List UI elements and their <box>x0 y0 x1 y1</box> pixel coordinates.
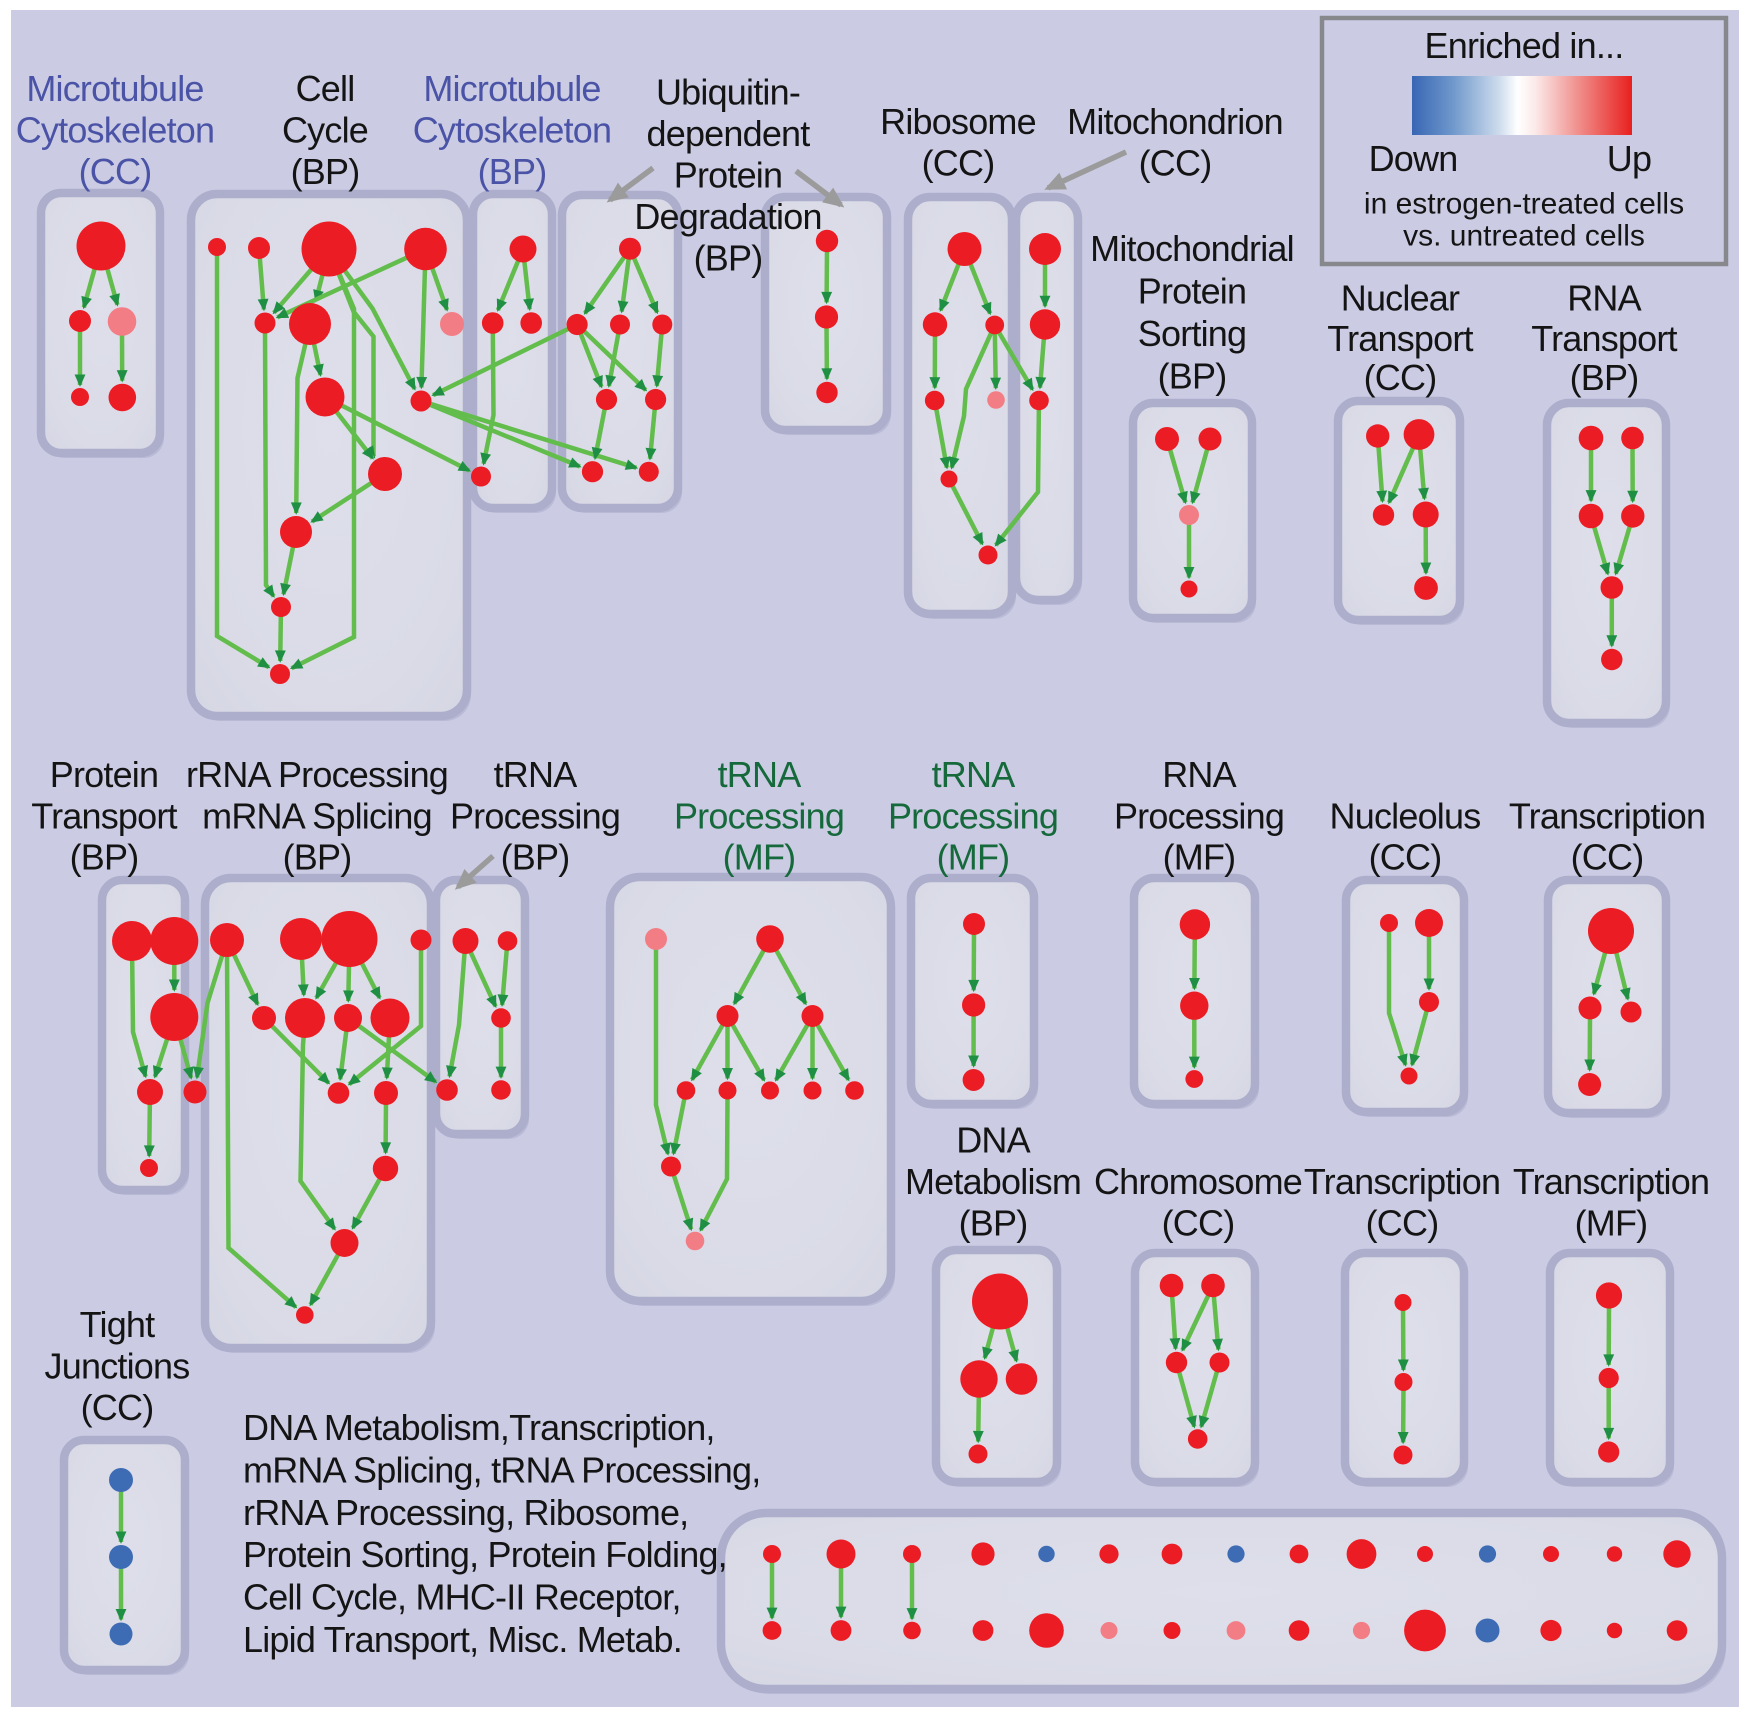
svg-text:Chromosome: Chromosome <box>1094 1161 1302 1202</box>
svg-text:Junctions: Junctions <box>45 1346 190 1387</box>
svg-text:Lipid Transport, Misc. Metab.: Lipid Transport, Misc. Metab. <box>243 1619 682 1660</box>
svg-text:Processing: Processing <box>1114 796 1284 837</box>
svg-text:tRNA: tRNA <box>932 754 1016 795</box>
svg-text:Transport: Transport <box>1531 318 1677 359</box>
svg-text:(CC): (CC) <box>1139 143 1212 184</box>
svg-text:Cytoskeleton: Cytoskeleton <box>16 110 215 151</box>
svg-text:Mitochondrial: Mitochondrial <box>1090 228 1294 269</box>
svg-text:Tight: Tight <box>80 1304 155 1345</box>
svg-text:RNA: RNA <box>1567 278 1641 319</box>
svg-text:(CC): (CC) <box>1162 1203 1235 1244</box>
svg-text:(MF): (MF) <box>1163 837 1236 878</box>
svg-text:Microtubule: Microtubule <box>423 68 600 109</box>
svg-text:Protein: Protein <box>50 754 158 795</box>
svg-text:(CC): (CC) <box>1571 837 1644 878</box>
svg-text:Transport: Transport <box>31 796 177 837</box>
svg-text:Transport: Transport <box>1327 318 1473 359</box>
svg-text:dependent: dependent <box>647 113 811 154</box>
svg-text:Processing: Processing <box>450 796 620 837</box>
svg-text:DNA: DNA <box>956 1120 1030 1161</box>
svg-text:Protein: Protein <box>674 155 782 196</box>
svg-text:Nuclear: Nuclear <box>1341 278 1460 319</box>
svg-text:Nucleolus: Nucleolus <box>1330 796 1481 837</box>
svg-text:(BP): (BP) <box>1158 356 1227 397</box>
svg-text:Ubiquitin-: Ubiquitin- <box>656 72 800 113</box>
svg-text:(CC): (CC) <box>922 143 995 184</box>
svg-text:mRNA Splicing: mRNA Splicing <box>202 796 432 837</box>
svg-text:rRNA Processing, Ribosome,: rRNA Processing, Ribosome, <box>243 1492 688 1533</box>
svg-text:(BP): (BP) <box>283 837 352 878</box>
svg-text:RNA: RNA <box>1162 754 1236 795</box>
svg-text:Mitochondrion: Mitochondrion <box>1067 101 1283 142</box>
svg-text:tRNA: tRNA <box>494 754 578 795</box>
svg-text:DNA Metabolism,Transcription,: DNA Metabolism,Transcription, <box>243 1407 715 1448</box>
svg-text:(MF): (MF) <box>723 837 796 878</box>
svg-text:(BP): (BP) <box>959 1203 1028 1244</box>
svg-text:Ribosome: Ribosome <box>880 101 1036 142</box>
svg-text:(CC): (CC) <box>1366 1203 1439 1244</box>
svg-text:Sorting: Sorting <box>1138 313 1246 354</box>
svg-text:Microtubule: Microtubule <box>26 68 203 109</box>
svg-text:Enriched in...: Enriched in... <box>1425 25 1624 66</box>
svg-text:Metabolism: Metabolism <box>905 1161 1081 1202</box>
svg-text:vs. untreated cells: vs. untreated cells <box>1403 220 1645 253</box>
svg-text:tRNA: tRNA <box>718 754 802 795</box>
svg-text:Transcription: Transcription <box>1509 796 1705 837</box>
svg-text:rRNA Processing: rRNA Processing <box>186 754 448 795</box>
svg-text:Processing: Processing <box>888 796 1058 837</box>
svg-text:(BP): (BP) <box>70 837 139 878</box>
svg-text:Cell Cycle, MHC-II Receptor,: Cell Cycle, MHC-II Receptor, <box>243 1577 681 1618</box>
svg-text:mRNA Splicing, tRNA Processing: mRNA Splicing, tRNA Processing, <box>243 1449 760 1490</box>
svg-text:Protein Sorting, Protein Foldi: Protein Sorting, Protein Folding, <box>243 1534 727 1575</box>
svg-text:(MF): (MF) <box>1575 1203 1648 1244</box>
svg-text:Cycle: Cycle <box>282 110 368 151</box>
svg-text:(BP): (BP) <box>291 151 360 192</box>
svg-text:(CC): (CC) <box>1369 837 1442 878</box>
svg-text:(MF): (MF) <box>937 837 1010 878</box>
svg-text:Cytoskeleton: Cytoskeleton <box>413 110 612 151</box>
svg-text:Down: Down <box>1369 138 1458 179</box>
svg-text:(BP): (BP) <box>501 837 570 878</box>
svg-text:(BP): (BP) <box>1570 357 1639 398</box>
svg-text:Up: Up <box>1607 138 1651 179</box>
svg-text:Protein: Protein <box>1138 271 1246 312</box>
svg-text:(BP): (BP) <box>694 238 763 279</box>
svg-text:Transcription: Transcription <box>1513 1161 1709 1202</box>
svg-text:Transcription: Transcription <box>1304 1161 1500 1202</box>
svg-text:(CC): (CC) <box>81 1387 154 1428</box>
svg-text:in estrogen-treated cells: in estrogen-treated cells <box>1364 188 1684 221</box>
svg-text:Degradation: Degradation <box>634 196 821 237</box>
svg-text:(BP): (BP) <box>478 151 547 192</box>
svg-text:(CC): (CC) <box>79 151 152 192</box>
svg-text:Processing: Processing <box>674 796 844 837</box>
svg-text:(CC): (CC) <box>1364 357 1437 398</box>
svg-text:Cell: Cell <box>296 68 355 109</box>
